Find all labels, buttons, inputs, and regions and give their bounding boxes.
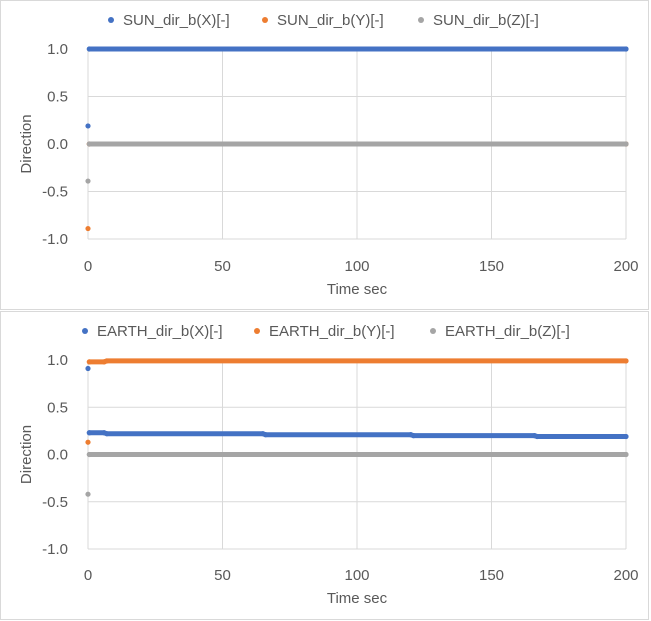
data-point	[85, 365, 91, 372]
legend-marker	[108, 17, 114, 23]
data-point	[86, 141, 92, 147]
data-point	[86, 359, 92, 365]
y-tick-label: 1.0	[47, 352, 68, 369]
chart-svg-earth: 1.0 0.5 0.0 -0.5 -1.0 0 50 100 150 200 Time sec Dir…	[18, 323, 639, 607]
y-tick-label: 1.0	[47, 41, 68, 58]
data-point	[623, 46, 629, 52]
data-point	[623, 451, 629, 458]
y-tick-label: 0.0	[47, 447, 68, 464]
chart-panel-earth: 1.0 0.5 0.0 -0.5 -1.0 0 50 100 150 200 Time sec Dir…	[0, 311, 649, 620]
legend-entry: SUN_dir_b(Y)[-]	[277, 12, 384, 29]
data-point	[85, 491, 91, 497]
data-point	[86, 46, 92, 52]
chart-svg-sun: 1.0 0.5 0.0 -0.5 -1.0 0 50 100 150 200 Time sec Dir…	[18, 12, 639, 298]
legend-marker	[254, 328, 260, 334]
y-tick-label: 0.5	[47, 399, 68, 416]
data-point	[104, 358, 110, 364]
legend-entry: EARTH_dir_b(X)[-]	[97, 323, 223, 340]
series-line	[86, 358, 629, 365]
data-point	[104, 431, 110, 437]
y-tick-label: 0.0	[47, 136, 68, 153]
legend-marker	[430, 328, 436, 334]
data-point	[86, 451, 92, 458]
chart-panel-sun: 1.0 0.5 0.0 -0.5 -1.0 0 50 100 150 200 Time sec Dir…	[0, 0, 649, 310]
x-tick-label: 100	[344, 567, 369, 584]
x-tick-label: 50	[214, 567, 231, 584]
series-line	[86, 430, 629, 439]
y-axis-title: Direction	[18, 114, 35, 173]
legend-marker	[262, 17, 268, 23]
x-tick-label: 100	[344, 258, 369, 275]
data-point	[623, 433, 629, 440]
y-tick-label: -1.0	[42, 541, 68, 558]
y-tick-label: 0.5	[47, 89, 68, 106]
data-point	[623, 358, 629, 364]
data-point	[85, 123, 91, 129]
data-point	[410, 433, 417, 439]
data-point	[623, 141, 629, 147]
x-tick-label: 0	[84, 258, 92, 275]
data-point	[85, 178, 91, 184]
legend-entry: EARTH_dir_b(Y)[-]	[269, 323, 395, 340]
data-point	[86, 430, 92, 436]
data-point	[85, 225, 91, 232]
data-point	[262, 432, 269, 438]
y-axis-title: Direction	[18, 425, 35, 484]
y-tick-label: -0.5	[42, 494, 68, 511]
legend-entry: SUN_dir_b(X)[-]	[123, 12, 230, 29]
x-tick-label: 200	[613, 258, 638, 275]
x-tick-label: 200	[613, 567, 638, 584]
x-tick-label: 150	[479, 567, 504, 584]
x-tick-label: 150	[479, 258, 504, 275]
x-tick-label: 50	[214, 258, 231, 275]
x-tick-label: 0	[84, 567, 92, 584]
y-tick-label: -0.5	[42, 184, 68, 201]
legend-entry: SUN_dir_b(Z)[-]	[433, 12, 539, 29]
x-axis-title: Time sec	[327, 590, 388, 607]
x-axis-title: Time sec	[327, 281, 388, 298]
data-point	[85, 439, 91, 445]
y-tick-label: -1.0	[42, 231, 68, 248]
legend-entry: EARTH_dir_b(Z)[-]	[445, 323, 570, 340]
legend-marker	[82, 328, 88, 334]
data-point	[534, 433, 540, 440]
legend-marker	[418, 17, 424, 23]
